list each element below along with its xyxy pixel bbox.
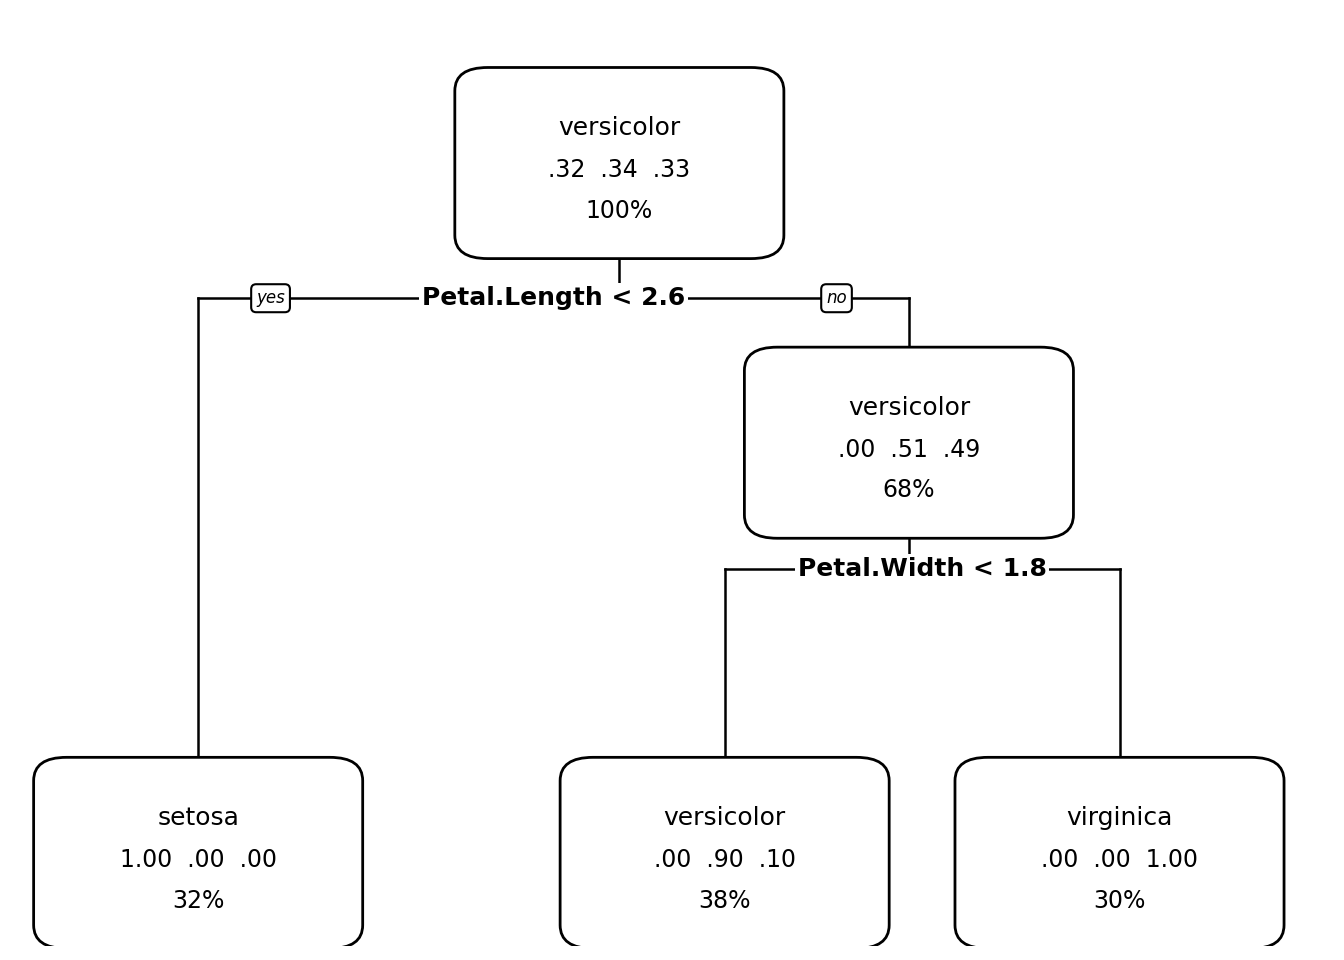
- Text: Petal.Length < 2.6: Petal.Length < 2.6: [422, 286, 685, 310]
- Text: .32  .34  .33: .32 .34 .33: [548, 158, 691, 182]
- Text: 1.00  .00  .00: 1.00 .00 .00: [120, 848, 277, 872]
- Text: versicolor: versicolor: [848, 396, 970, 420]
- Text: .00  .00  1.00: .00 .00 1.00: [1042, 848, 1198, 872]
- Text: 30%: 30%: [1093, 889, 1145, 913]
- Text: .00  .90  .10: .00 .90 .10: [653, 848, 796, 872]
- FancyBboxPatch shape: [560, 757, 890, 948]
- Text: versicolor: versicolor: [558, 116, 680, 140]
- Text: no: no: [827, 289, 847, 307]
- FancyBboxPatch shape: [34, 757, 363, 948]
- Text: .00  .51  .49: .00 .51 .49: [837, 438, 980, 462]
- Text: 100%: 100%: [586, 199, 653, 223]
- Text: versicolor: versicolor: [664, 806, 786, 830]
- Text: 32%: 32%: [172, 889, 224, 913]
- FancyBboxPatch shape: [454, 67, 784, 258]
- FancyBboxPatch shape: [956, 757, 1284, 948]
- Text: 38%: 38%: [699, 889, 751, 913]
- FancyBboxPatch shape: [745, 348, 1074, 539]
- Text: yes: yes: [257, 289, 285, 307]
- Text: Petal.Width < 1.8: Petal.Width < 1.8: [797, 557, 1047, 581]
- Text: 68%: 68%: [883, 478, 935, 502]
- Text: virginica: virginica: [1066, 806, 1173, 830]
- Text: setosa: setosa: [157, 806, 239, 830]
